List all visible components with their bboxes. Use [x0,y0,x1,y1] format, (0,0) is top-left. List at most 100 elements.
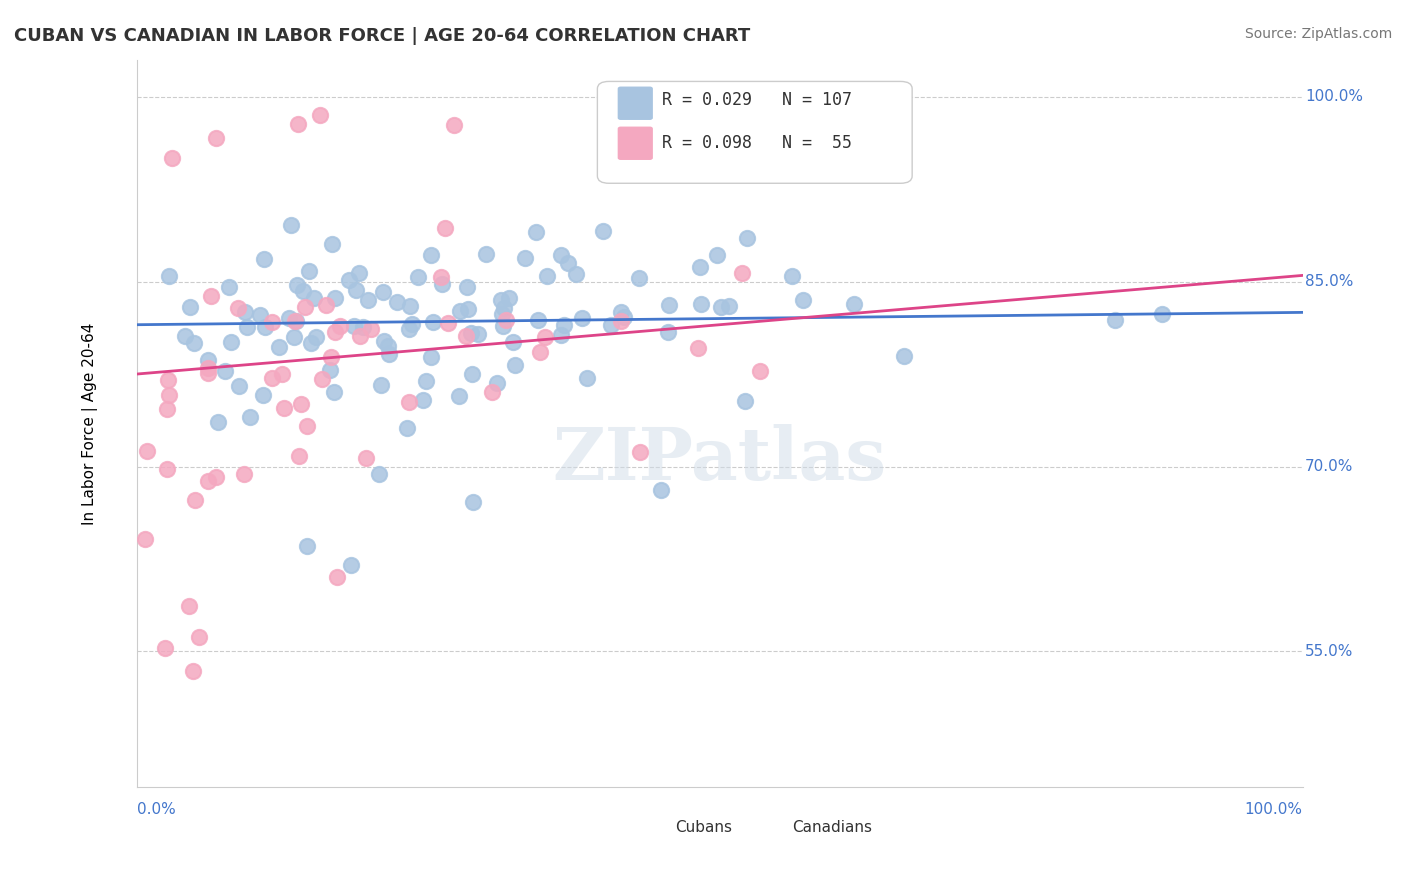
Point [419,350,441,364]
Point [527,313,550,327]
Point [657,325,679,339]
Point [792,293,814,307]
Point [731,266,754,280]
Point [533,330,555,344]
Point [502,334,524,349]
Point [360,321,382,335]
FancyBboxPatch shape [619,87,652,120]
Point [467,326,489,341]
Point [315,298,337,312]
Point [204,469,226,483]
Point [503,358,526,372]
Point [437,317,460,331]
Point [347,266,370,280]
Point [197,360,219,375]
Point [706,248,728,262]
Point [893,349,915,363]
Point [782,268,804,283]
Point [270,367,292,381]
Point [571,310,593,325]
Point [491,307,513,321]
Point [197,352,219,367]
Point [352,320,374,334]
Point [157,373,180,387]
Point [429,270,451,285]
Point [157,388,180,402]
Point [498,291,520,305]
Text: 100.0%: 100.0% [1305,89,1362,104]
Point [628,445,651,459]
Point [305,329,328,343]
Point [737,231,759,245]
Point [273,401,295,415]
Point [321,237,343,252]
Point [485,376,508,390]
Point [329,319,352,334]
Point [430,277,453,291]
Point [398,395,420,409]
Text: CUBAN VS CANADIAN IN LABOR FORCE | AGE 20-64 CORRELATION CHART: CUBAN VS CANADIAN IN LABOR FORCE | AGE 2… [14,27,751,45]
Text: 100.0%: 100.0% [1244,802,1303,817]
Point [627,270,650,285]
Point [1104,313,1126,327]
Point [443,118,465,132]
Point [460,367,482,381]
Point [481,385,503,400]
Point [553,318,575,332]
Point [253,319,276,334]
Point [232,467,254,481]
Point [600,318,623,333]
Point [174,328,197,343]
Text: 0.0%: 0.0% [136,802,176,817]
Point [283,329,305,343]
Point [492,319,515,334]
Point [550,248,572,262]
Point [156,461,179,475]
Point [456,329,478,343]
Point [686,341,709,355]
Point [200,289,222,303]
Point [842,296,865,310]
Point [349,329,371,343]
Point [717,299,740,313]
Point [395,420,418,434]
Point [457,302,479,317]
Point [373,334,395,349]
Point [290,397,312,411]
Point [233,305,256,319]
Point [422,315,444,329]
Point [183,335,205,350]
Point [557,255,579,269]
FancyBboxPatch shape [752,811,786,843]
Point [565,268,588,282]
Point [734,393,756,408]
Point [249,308,271,322]
Point [406,270,429,285]
Point [179,300,201,314]
Point [308,108,330,122]
Point [377,339,399,353]
Point [253,252,276,266]
Point [260,315,283,329]
Point [226,301,249,315]
Point [323,291,346,305]
Point [370,377,392,392]
Point [134,532,156,546]
Point [340,558,363,573]
Point [262,370,284,384]
Point [177,599,200,614]
Point [371,285,394,299]
Point [412,392,434,407]
Text: 85.0%: 85.0% [1305,274,1354,289]
Point [710,300,733,314]
Point [658,298,681,312]
Point [319,363,342,377]
Point [529,345,551,359]
Point [285,314,308,328]
FancyBboxPatch shape [598,81,912,183]
Point [346,283,368,297]
Point [311,372,333,386]
Point [401,317,423,331]
Point [204,130,226,145]
FancyBboxPatch shape [619,128,652,160]
